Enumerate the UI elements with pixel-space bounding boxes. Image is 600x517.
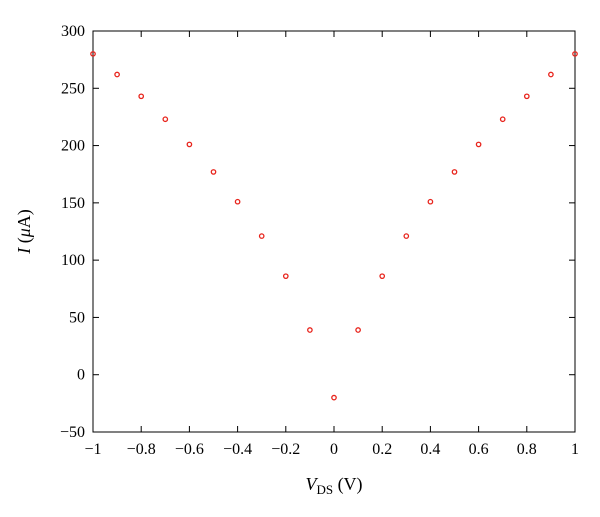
- data-point: [138, 93, 145, 100]
- y-tick-label: −50: [60, 424, 85, 441]
- x-axis-label-unit: (V): [333, 474, 363, 495]
- x-tick-label: 0.2: [372, 441, 392, 458]
- y-tick-label: 50: [69, 309, 85, 326]
- data-point: [162, 116, 169, 123]
- x-tick-label: −0.2: [271, 441, 300, 458]
- y-tick-label: 300: [61, 23, 85, 40]
- data-points: [90, 51, 578, 401]
- data-point: [186, 141, 193, 148]
- x-tick-label: −1: [84, 441, 101, 458]
- axis-tick-labels: −1 −0.8 −0.6 −0.4 −0.2 0 0.2 0.4 0.6 0.8 1 −50 0 50 10…: [60, 23, 579, 458]
- plot-frame: [92, 30, 576, 433]
- data-point: [258, 233, 265, 239]
- data-point: [451, 169, 458, 175]
- x-tick-label: 0.6: [469, 441, 489, 458]
- data-point: [523, 93, 530, 100]
- x-tick-label: 0.8: [517, 441, 537, 458]
- x-tick-label: 1: [571, 441, 579, 458]
- x-tick-label: −0.6: [175, 441, 204, 458]
- data-point: [572, 51, 578, 57]
- data-point: [548, 71, 554, 78]
- data-point: [355, 327, 361, 333]
- y-axis-label-unit-mu: μ: [14, 228, 34, 238]
- x-tick-label: 0.4: [420, 441, 440, 458]
- x-axis-label-sub: DS: [316, 482, 333, 497]
- data-point: [403, 233, 410, 239]
- data-point: [114, 71, 120, 78]
- data-point: [379, 273, 386, 280]
- y-axis-label-unit-open: (: [14, 237, 35, 248]
- data-point: [331, 394, 337, 401]
- x-tick-label: −0.4: [223, 441, 252, 458]
- y-tick-label: 150: [61, 195, 85, 212]
- x-axis-label: VDS (V): [305, 474, 362, 497]
- data-point: [210, 169, 217, 175]
- y-tick-label: 0: [77, 367, 85, 384]
- axis-ticks: [92, 30, 576, 433]
- data-point: [307, 327, 313, 333]
- x-tick-label: 0: [330, 441, 338, 458]
- y-axis-label: I (μA): [14, 209, 35, 255]
- y-tick-label: 200: [61, 138, 85, 155]
- data-point: [499, 116, 506, 123]
- data-point: [90, 51, 96, 57]
- y-tick-label: 250: [61, 80, 85, 97]
- x-tick-label: −0.8: [127, 441, 156, 458]
- data-point: [234, 198, 241, 205]
- y-axis-label-unit-rest: A): [14, 209, 35, 228]
- data-point: [475, 141, 482, 148]
- y-tick-label: 100: [61, 252, 85, 269]
- y-axis-label-var: I: [14, 247, 34, 255]
- data-point: [427, 198, 434, 205]
- x-axis-label-var: V: [305, 474, 318, 494]
- data-point: [282, 273, 289, 280]
